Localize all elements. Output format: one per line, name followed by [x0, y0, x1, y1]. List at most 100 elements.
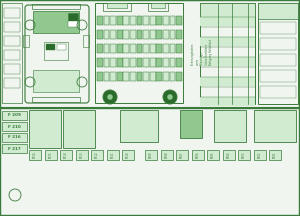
- Text: F303: F303: [242, 152, 246, 158]
- Bar: [117, 30, 123, 39]
- Bar: [68, 21, 78, 27]
- Bar: [4, 64, 20, 74]
- Bar: [103, 3, 131, 11]
- Bar: [200, 3, 255, 17]
- Bar: [110, 44, 116, 53]
- Bar: [110, 72, 116, 81]
- Bar: [176, 44, 182, 53]
- Bar: [200, 3, 255, 104]
- Bar: [260, 22, 296, 34]
- Bar: [122, 150, 134, 160]
- Bar: [176, 16, 182, 25]
- Bar: [97, 72, 103, 81]
- Bar: [169, 30, 175, 39]
- Bar: [110, 16, 116, 25]
- Bar: [260, 54, 296, 66]
- Bar: [97, 30, 103, 39]
- Bar: [150, 30, 156, 39]
- Bar: [200, 37, 255, 46]
- Bar: [44, 42, 68, 60]
- Bar: [44, 150, 56, 160]
- Circle shape: [163, 90, 177, 104]
- Bar: [2, 133, 27, 142]
- Bar: [156, 58, 162, 67]
- Bar: [117, 72, 123, 81]
- Bar: [23, 35, 29, 47]
- Text: F305: F305: [211, 152, 215, 158]
- Bar: [176, 72, 182, 81]
- Bar: [4, 78, 20, 88]
- Bar: [223, 150, 235, 160]
- Bar: [260, 86, 296, 98]
- Bar: [163, 72, 169, 81]
- Bar: [169, 58, 175, 67]
- Bar: [200, 97, 255, 106]
- Bar: [163, 44, 169, 53]
- Bar: [258, 3, 298, 104]
- Bar: [143, 44, 149, 53]
- Bar: [136, 44, 142, 53]
- Bar: [117, 44, 123, 53]
- Bar: [57, 44, 66, 50]
- Bar: [160, 150, 172, 160]
- Text: F301: F301: [273, 152, 277, 158]
- Bar: [136, 72, 142, 81]
- Bar: [0, 0, 299, 107]
- Bar: [176, 58, 182, 67]
- Bar: [0, 108, 299, 215]
- Bar: [117, 16, 123, 25]
- Bar: [163, 58, 169, 67]
- Text: F 217: F 217: [8, 146, 21, 151]
- Bar: [4, 50, 20, 60]
- Bar: [150, 16, 156, 25]
- Bar: [143, 30, 149, 39]
- Bar: [32, 4, 80, 9]
- Bar: [76, 150, 88, 160]
- Bar: [46, 44, 55, 50]
- Bar: [200, 77, 255, 86]
- Text: F306: F306: [196, 152, 200, 158]
- Bar: [130, 72, 136, 81]
- Bar: [106, 150, 119, 160]
- Bar: [2, 122, 27, 131]
- Bar: [200, 57, 255, 66]
- Bar: [163, 16, 169, 25]
- Text: F311: F311: [110, 152, 115, 158]
- Text: F316: F316: [33, 152, 37, 158]
- Bar: [156, 16, 162, 25]
- Bar: [123, 30, 129, 39]
- Bar: [97, 58, 103, 67]
- Bar: [151, 3, 165, 8]
- Bar: [150, 58, 156, 67]
- Bar: [2, 3, 22, 103]
- Bar: [123, 16, 129, 25]
- Bar: [254, 110, 296, 142]
- Bar: [103, 72, 109, 81]
- Bar: [63, 110, 95, 148]
- Bar: [180, 110, 202, 138]
- Text: F315: F315: [49, 152, 52, 158]
- Text: F 216: F 216: [8, 135, 21, 140]
- Bar: [33, 11, 79, 33]
- Text: F309: F309: [149, 152, 153, 158]
- Bar: [130, 30, 136, 39]
- Bar: [254, 150, 266, 160]
- Bar: [103, 58, 109, 67]
- Bar: [123, 44, 129, 53]
- Bar: [33, 70, 79, 92]
- Text: Sicherungskasten
vorne
Relaisträger
linkes Frontblech
Belegung Halteblech: Sicherungskasten vorne Relaisträger link…: [191, 39, 213, 65]
- Bar: [143, 72, 149, 81]
- Text: F307: F307: [180, 152, 184, 158]
- Text: F 210: F 210: [8, 124, 21, 129]
- Bar: [123, 72, 129, 81]
- Bar: [191, 150, 203, 160]
- Bar: [156, 30, 162, 39]
- Bar: [91, 150, 103, 160]
- Bar: [176, 30, 182, 39]
- Bar: [29, 110, 61, 148]
- Text: F308: F308: [164, 152, 169, 158]
- Bar: [110, 58, 116, 67]
- Bar: [2, 111, 27, 120]
- Bar: [97, 44, 103, 53]
- Bar: [145, 150, 157, 160]
